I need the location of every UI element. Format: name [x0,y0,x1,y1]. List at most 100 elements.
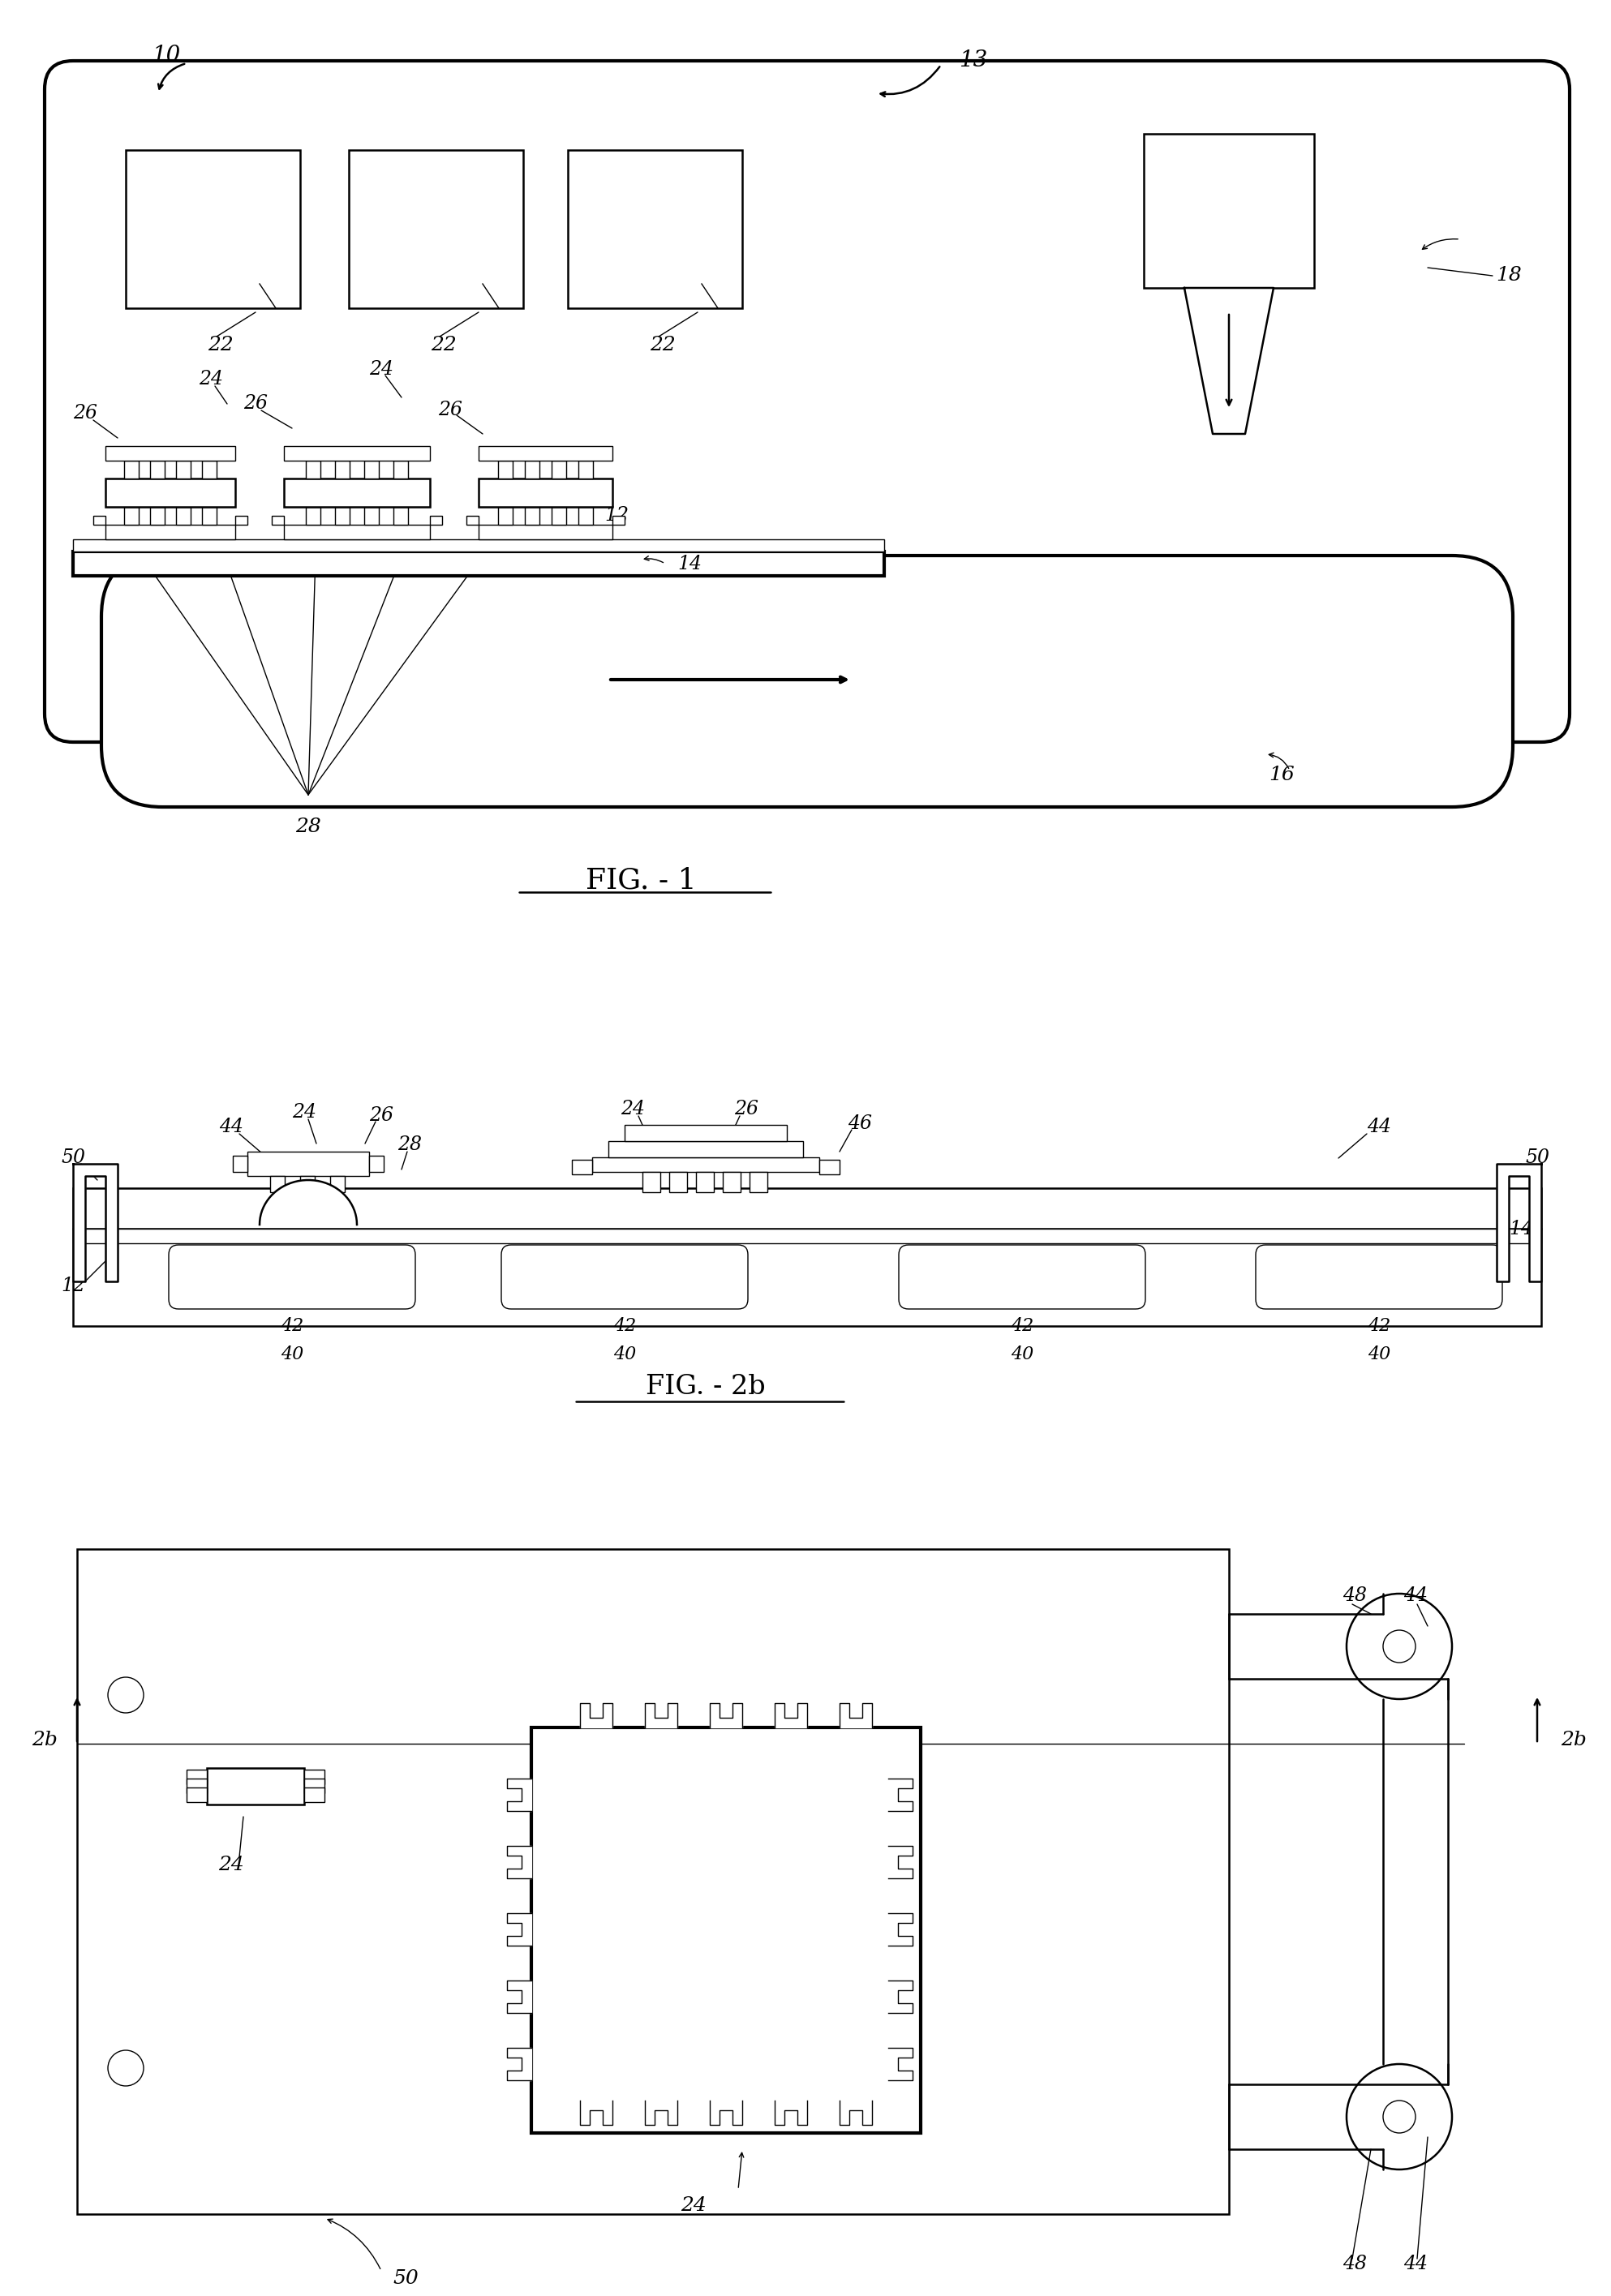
Bar [306,507,321,526]
Bar [72,540,884,551]
Text: 46: 46 [847,1114,872,1132]
Text: 22: 22 [649,335,675,354]
Bar [567,149,743,308]
Bar [72,1187,1542,1228]
Text: 12: 12 [61,1277,85,1295]
Text: 26: 26 [735,1100,759,1118]
Polygon shape [839,1704,872,1727]
Bar [271,1176,285,1192]
Bar [284,478,430,507]
Bar [105,478,235,507]
Bar [248,1153,369,1176]
Bar [551,461,565,478]
Polygon shape [839,2101,872,2124]
Text: 42: 42 [1010,1318,1034,1334]
Text: 14: 14 [1510,1219,1534,1238]
Bar [93,517,105,526]
FancyBboxPatch shape [45,60,1569,742]
Bar [364,461,379,478]
FancyBboxPatch shape [501,1244,748,1309]
Text: 44: 44 [1403,1587,1427,1605]
Polygon shape [644,2101,677,2124]
Text: 42: 42 [280,1318,303,1334]
Polygon shape [888,1981,912,2014]
Text: 13: 13 [959,51,988,71]
Bar [393,461,408,478]
Bar [284,445,430,461]
Bar [525,461,540,478]
Text: FIG. - 2b: FIG. - 2b [646,1373,765,1401]
Polygon shape [888,1846,912,1878]
Bar [124,461,139,478]
FancyBboxPatch shape [169,1244,416,1309]
Polygon shape [888,2048,912,2080]
Text: 14: 14 [677,553,702,574]
Bar [335,507,350,526]
Bar [498,461,512,478]
Polygon shape [644,1704,677,1727]
Bar [304,1770,324,1784]
Bar [235,517,248,526]
Text: 50: 50 [393,2271,419,2289]
Bar [72,551,884,576]
Bar [696,1171,714,1192]
Polygon shape [507,1913,532,1945]
Polygon shape [1497,1164,1542,1281]
Text: 50: 50 [1526,1148,1550,1166]
Bar [478,478,612,507]
Text: 18: 18 [1497,266,1522,285]
Polygon shape [710,1704,743,1727]
Text: 2b: 2b [1561,1731,1587,1750]
Bar [187,1789,206,1802]
Text: 50: 50 [61,1148,85,1166]
Text: FIG. - 1: FIG. - 1 [585,866,696,893]
Bar [126,149,300,308]
Bar [330,1176,345,1192]
Polygon shape [580,1704,612,1727]
FancyBboxPatch shape [1255,1244,1503,1309]
Text: 24: 24 [620,1100,644,1118]
Text: 40: 40 [1010,1345,1034,1364]
Polygon shape [507,1981,532,2014]
Polygon shape [1184,287,1274,434]
Text: 44: 44 [1366,1118,1392,1137]
Text: 2b: 2b [32,1731,58,1750]
Bar [498,507,512,526]
Bar [300,1176,314,1192]
Text: 24: 24 [292,1104,316,1123]
Polygon shape [888,1913,912,1945]
Text: 42: 42 [1368,1318,1390,1334]
Bar [643,1171,661,1192]
Bar [669,1171,686,1192]
Bar [820,1159,839,1173]
Bar [364,507,379,526]
Bar [304,1789,324,1802]
Bar [201,461,216,478]
Bar [478,526,612,540]
Text: 44: 44 [219,1118,243,1137]
Text: 40: 40 [614,1345,636,1364]
Polygon shape [507,1779,532,1812]
Bar [176,507,190,526]
Bar [525,507,540,526]
Bar [612,517,625,526]
FancyBboxPatch shape [101,556,1513,806]
Bar [430,517,441,526]
Bar [572,1159,593,1173]
Polygon shape [775,1704,807,1727]
Bar [335,461,350,478]
Bar [206,1768,304,1805]
Text: 48: 48 [1342,1587,1366,1605]
Text: 28: 28 [295,817,321,836]
Bar [187,1770,206,1784]
Text: 10: 10 [151,44,180,67]
Bar [532,1727,921,2133]
FancyBboxPatch shape [899,1244,1145,1309]
Bar [749,1171,767,1192]
Text: 24: 24 [369,360,393,379]
Text: 26: 26 [438,400,462,418]
Bar [201,507,216,526]
Text: 48: 48 [1342,2255,1366,2273]
Bar [105,526,235,540]
Bar [187,1779,206,1793]
